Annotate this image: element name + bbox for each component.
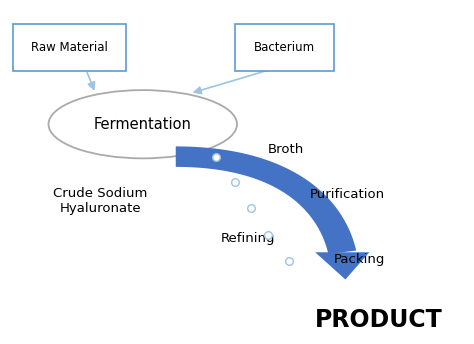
Polygon shape xyxy=(315,252,369,279)
Text: Fermentation: Fermentation xyxy=(94,117,191,132)
Text: PRODUCT: PRODUCT xyxy=(314,308,442,332)
Text: Packing: Packing xyxy=(334,252,385,266)
Text: Raw Material: Raw Material xyxy=(31,41,108,54)
Text: Bacterium: Bacterium xyxy=(254,41,315,54)
Text: Purification: Purification xyxy=(310,188,385,201)
Text: Refining: Refining xyxy=(220,232,275,245)
FancyBboxPatch shape xyxy=(235,24,334,71)
Text: Crude Sodium
Hyaluronate: Crude Sodium Hyaluronate xyxy=(53,187,147,215)
Ellipse shape xyxy=(48,90,237,158)
Polygon shape xyxy=(176,147,356,254)
FancyBboxPatch shape xyxy=(13,24,126,71)
Text: Broth: Broth xyxy=(268,143,304,156)
